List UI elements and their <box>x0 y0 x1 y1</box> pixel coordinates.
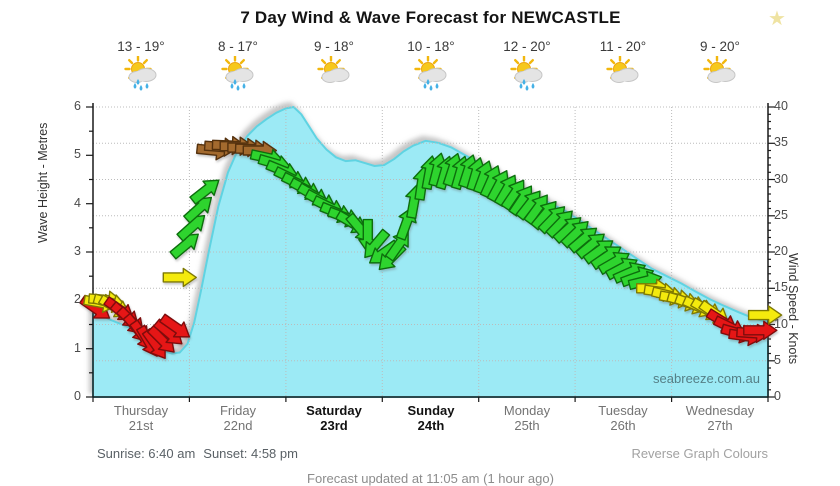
sunrise-sunset-text: Sunrise: 6:40 am Sunset: 4:58 pm <box>97 446 306 461</box>
wind-arrow <box>743 320 778 340</box>
weather-icon-sunday <box>381 55 481 97</box>
cloud-icon <box>707 68 736 83</box>
wind-arrow <box>162 267 198 288</box>
knots-tick-label: 20 <box>774 244 788 258</box>
rain-icon <box>230 79 246 91</box>
temp-range-friday: 8 - 17° <box>218 39 258 54</box>
temp-range-tuesday: 11 - 20° <box>599 39 647 54</box>
cloud-icon <box>418 68 447 83</box>
cloud-icon <box>321 68 350 83</box>
weather-icon-saturday <box>284 55 384 97</box>
wave-tick-label: 6 <box>74 99 81 113</box>
weather-icon-friday <box>188 55 288 97</box>
weather-icon-thursday <box>91 55 191 97</box>
wind-arrows-layer <box>79 135 783 360</box>
day-label-saturday: Saturday 23rd <box>306 403 362 433</box>
watermark: seabreeze.com.au <box>653 371 760 386</box>
wave-tick-label: 0 <box>74 389 81 403</box>
temp-range-saturday: 9 - 18° <box>314 39 354 54</box>
knots-tick-label: 0 <box>774 389 781 403</box>
rain-icon <box>133 79 149 91</box>
knots-tick-label: 35 <box>774 135 788 149</box>
wind-arrow <box>747 305 783 325</box>
temp-range-wednesday: 9 - 20° <box>700 39 740 54</box>
weather-icon-monday <box>477 55 577 97</box>
favorite-star-icon[interactable]: ★ <box>768 8 786 30</box>
day-label-wednesday: Wednesday 27th <box>685 403 755 433</box>
cloud-icon <box>610 68 639 83</box>
knots-tick-label: 25 <box>774 208 788 222</box>
temp-range-sunday: 10 - 18° <box>407 39 455 54</box>
rain-icon <box>423 79 439 91</box>
wave-tick-label: 5 <box>74 147 81 161</box>
day-label-monday: Monday 25th <box>503 403 551 433</box>
day-label-friday: Friday 22nd <box>219 403 257 433</box>
wave-tick-label: 2 <box>74 292 81 306</box>
cloud-icon <box>128 68 157 83</box>
day-label-sunday: Sunday 24th <box>407 403 455 433</box>
temp-range-thursday: 13 - 19° <box>117 39 165 54</box>
cloud-icon <box>514 68 543 83</box>
wave-tick-label: 3 <box>74 244 81 258</box>
wave-tick-label: 4 <box>74 196 81 210</box>
sunrise-text: Sunrise: 6:40 am <box>97 446 196 461</box>
rain-icon <box>519 79 535 91</box>
day-label-thursday: Thursday 21st <box>113 403 169 433</box>
wave-tick-label: 1 <box>74 341 81 355</box>
temp-range-monday: 12 - 20° <box>503 39 551 54</box>
wind-arrow <box>189 179 220 205</box>
knots-tick-label: 5 <box>774 353 781 367</box>
wind-arrow <box>159 313 191 338</box>
knots-tick-label: 15 <box>774 280 788 294</box>
weather-icon-tuesday <box>573 55 673 97</box>
day-label-tuesday: Tuesday 26th <box>598 403 648 433</box>
weather-icon-wednesday <box>670 55 770 97</box>
knots-tick-label: 10 <box>774 317 788 331</box>
page-title: 7 Day Wind & Wave Forecast for NEWCASTLE <box>240 8 621 27</box>
sunset-text: Sunset: 4:58 pm <box>203 446 298 461</box>
reverse-graph-colours-link[interactable]: Reverse Graph Colours <box>631 446 768 461</box>
cloud-icon <box>225 68 254 83</box>
knots-tick-label: 40 <box>774 99 788 113</box>
knots-tick-label: 30 <box>774 172 788 186</box>
